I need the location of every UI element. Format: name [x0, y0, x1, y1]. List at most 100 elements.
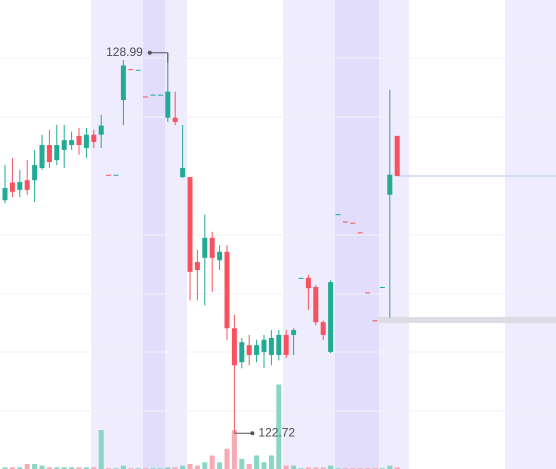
grid	[0, 57, 556, 412]
candle-body	[335, 214, 341, 216]
volume-bar	[328, 465, 334, 469]
candle-body	[291, 330, 297, 335]
volume-bar	[24, 463, 30, 469]
volume-bar	[98, 430, 104, 469]
candle-body	[46, 145, 52, 162]
volume-bar	[387, 465, 393, 469]
candle-body	[187, 177, 193, 272]
candle-body	[283, 334, 289, 355]
candle-body	[165, 91, 171, 118]
candle-body	[83, 134, 89, 149]
volume-bar	[172, 467, 178, 469]
candle-body	[54, 145, 60, 161]
candle-body	[365, 292, 371, 294]
volume-bar	[246, 463, 252, 469]
candle-body	[231, 328, 237, 366]
volume-bar	[69, 467, 75, 469]
candle-body	[76, 135, 82, 146]
volume-bar	[261, 462, 267, 469]
candle-body	[157, 94, 163, 96]
volume-bar	[180, 465, 186, 469]
plot: 128.99 122.72	[2, 45, 400, 469]
volume-bar	[120, 465, 126, 469]
candle-body	[120, 65, 126, 101]
volume-bar	[313, 467, 319, 469]
volume-bar	[17, 467, 23, 469]
high-label: 128.99	[106, 45, 143, 59]
candle-body	[313, 286, 319, 323]
volume-bar	[276, 384, 282, 469]
candle-body	[328, 282, 334, 352]
candle-body	[194, 262, 200, 270]
candle-body	[239, 342, 245, 363]
high-dot	[147, 50, 152, 55]
candle-body	[202, 237, 208, 258]
volume-bar	[9, 467, 15, 469]
volume-bar	[209, 455, 215, 469]
volume-bar	[39, 465, 45, 469]
candle-body	[32, 165, 38, 181]
candle-body	[91, 134, 97, 142]
candle-body	[209, 237, 215, 258]
volume-bar	[239, 458, 245, 469]
volume-bar	[187, 463, 193, 469]
candle-body	[69, 140, 75, 146]
range-band	[378, 317, 556, 323]
candle-body	[350, 222, 356, 224]
candle-body	[217, 251, 223, 261]
candle-body	[394, 135, 400, 176]
low-label: 122.72	[258, 425, 295, 439]
volume-bar	[32, 463, 38, 469]
candle-body	[298, 277, 304, 279]
volume-bar	[83, 467, 89, 469]
volume-bar	[224, 448, 230, 469]
volume-bar	[2, 467, 8, 469]
candle-body	[372, 320, 378, 322]
candle-body	[268, 337, 274, 355]
candle-body	[254, 345, 260, 355]
volume-bar	[194, 465, 200, 469]
candle-body	[106, 174, 112, 176]
volume-bar	[217, 462, 223, 469]
candle-body	[172, 117, 178, 122]
volume-bar	[202, 462, 208, 469]
candle-body	[180, 168, 186, 178]
candle-body	[276, 334, 282, 355]
volume-bar	[254, 455, 260, 469]
candle-body	[61, 140, 67, 150]
candle-body	[2, 188, 8, 201]
low-dot	[250, 431, 255, 436]
volume-bar	[91, 467, 97, 469]
candle-body	[135, 69, 141, 71]
candle-body	[150, 94, 156, 96]
candle-body	[320, 322, 326, 335]
volume-bar	[268, 455, 274, 469]
candle-body	[387, 174, 393, 195]
volume-bar	[76, 467, 82, 469]
volume-bar	[61, 467, 67, 469]
volume-bar	[320, 467, 326, 469]
volume-bar	[291, 465, 297, 469]
candle-body	[357, 232, 363, 234]
candle-body	[224, 251, 230, 329]
candle-body	[246, 345, 252, 355]
candle-body	[113, 174, 119, 176]
candle-body	[128, 69, 134, 71]
volume-bar	[394, 467, 400, 469]
candle-body	[342, 221, 348, 223]
volume-bar	[54, 467, 60, 469]
candle-body	[143, 96, 149, 98]
candle-body	[261, 339, 267, 352]
candle-body	[39, 145, 45, 169]
volume-bar	[231, 430, 237, 469]
volume-bar	[283, 465, 289, 469]
volume-bar	[46, 467, 52, 469]
volume-bar	[305, 467, 311, 469]
candle-body	[379, 286, 385, 288]
candle-body	[98, 125, 104, 135]
candle-body	[305, 277, 311, 289]
candle-body	[24, 180, 30, 190]
volume-bar	[165, 467, 171, 469]
candle-body	[9, 182, 15, 192]
